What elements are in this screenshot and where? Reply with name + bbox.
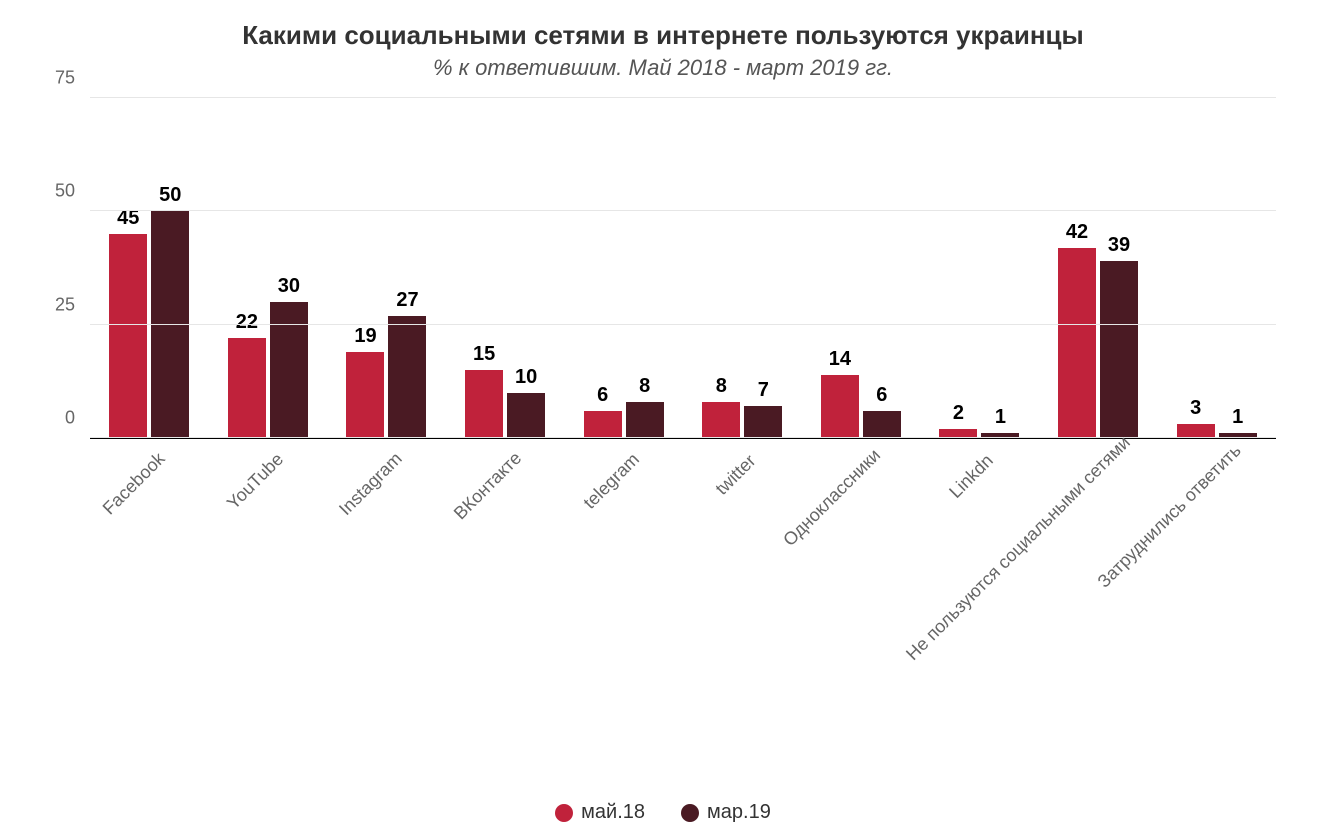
bar-group: 4550 <box>90 99 209 438</box>
bar: 15 <box>465 370 503 438</box>
bar-group: 1510 <box>446 99 565 438</box>
bar-group: 68 <box>564 99 683 438</box>
legend-swatch <box>555 804 573 822</box>
chart-container: Какими социальными сетями в интернете по… <box>0 0 1326 834</box>
bar-value-label: 8 <box>639 375 650 402</box>
bar-pair: 4550 <box>109 211 189 438</box>
chart-area: 0255075 4550223019271510688714621423931 … <box>30 99 1296 669</box>
bar-group: 2230 <box>209 99 328 438</box>
y-tick-label: 0 <box>30 408 75 429</box>
bar-pair: 2230 <box>228 302 308 438</box>
bar-value-label: 8 <box>716 375 727 402</box>
x-label-cell: Одноклассники <box>802 444 921 674</box>
legend-item: мар.19 <box>681 801 771 824</box>
x-label-cell: telegram <box>564 444 683 674</box>
bar-value-label: 39 <box>1108 234 1130 261</box>
bar: 45 <box>109 234 147 438</box>
y-tick-label: 50 <box>30 181 75 202</box>
bar: 42 <box>1058 248 1096 438</box>
bar-value-label: 42 <box>1066 221 1088 248</box>
bar-value-label: 1 <box>995 406 1006 433</box>
bar-group: 14 6 <box>802 99 921 438</box>
bar-group: 21 <box>920 99 1039 438</box>
x-axis-labels: FacebookYouTubeInstagramВКонтактеtelegra… <box>90 444 1276 674</box>
bar: 27 <box>388 316 426 438</box>
bar-value-label: 50 <box>159 184 181 211</box>
bar-value-label: 10 <box>515 366 537 393</box>
bar-group: 1927 <box>327 99 446 438</box>
bar-value-label: 22 <box>236 311 258 338</box>
bar-value-label: 6 <box>597 384 608 411</box>
legend-swatch <box>681 804 699 822</box>
bar: 22 <box>228 338 266 438</box>
y-tick-label: 75 <box>30 68 75 89</box>
y-axis: 0255075 <box>30 99 85 439</box>
gridline <box>90 324 1276 325</box>
x-label-cell: twitter <box>683 444 802 674</box>
bar-pair: 4239 <box>1058 248 1138 438</box>
gridline <box>90 97 1276 98</box>
bar-value-label: 15 <box>473 343 495 370</box>
gridline <box>90 437 1276 438</box>
bars-layer: 4550223019271510688714621423931 <box>90 99 1276 438</box>
x-label-cell: Затруднились ответить <box>1157 444 1276 674</box>
bar: 3 <box>1177 424 1215 438</box>
legend: май.18 мар.19 <box>0 801 1326 824</box>
bar-group: 87 <box>683 99 802 438</box>
bar-value-label: 3 <box>1190 397 1201 424</box>
legend-label: май.18 <box>581 801 645 824</box>
bar-value-label: 6 <box>876 384 887 411</box>
bar: 14 <box>821 375 859 438</box>
x-label-cell: Instagram <box>327 444 446 674</box>
bar: 6 <box>584 411 622 438</box>
x-label-cell: Facebook <box>90 444 209 674</box>
gridline <box>90 210 1276 211</box>
bar: 50 <box>151 211 189 438</box>
chart-subtitle: % к ответившим. Май 2018 - март 2019 гг. <box>30 55 1296 81</box>
chart-title: Какими социальными сетями в интернете по… <box>30 20 1296 51</box>
legend-item: май.18 <box>555 801 645 824</box>
y-tick-label: 25 <box>30 294 75 315</box>
bar-value-label: 14 <box>829 348 851 375</box>
bar-pair: 87 <box>702 402 782 438</box>
x-axis-label: twitter <box>725 437 774 486</box>
legend-label: мар.19 <box>707 801 771 824</box>
x-label-cell: ВКонтакте <box>446 444 565 674</box>
bar: 7 <box>744 406 782 438</box>
bar: 8 <box>702 402 740 438</box>
plot-area: 4550223019271510688714621423931 <box>90 99 1276 439</box>
bar-value-label: 30 <box>278 275 300 302</box>
bar: 39 <box>1100 261 1138 438</box>
bar-value-label: 7 <box>758 379 769 406</box>
x-axis-label: Linkdn <box>961 435 1013 487</box>
bar: 19 <box>346 352 384 438</box>
bar-value-label: 19 <box>354 325 376 352</box>
bar-value-label: 2 <box>953 402 964 429</box>
bar-group: 4239 <box>1039 99 1158 438</box>
x-label-cell: YouTube <box>209 444 328 674</box>
bar-value-label: 27 <box>396 289 418 316</box>
bar-pair: 1927 <box>346 316 426 438</box>
bar: 30 <box>270 302 308 438</box>
